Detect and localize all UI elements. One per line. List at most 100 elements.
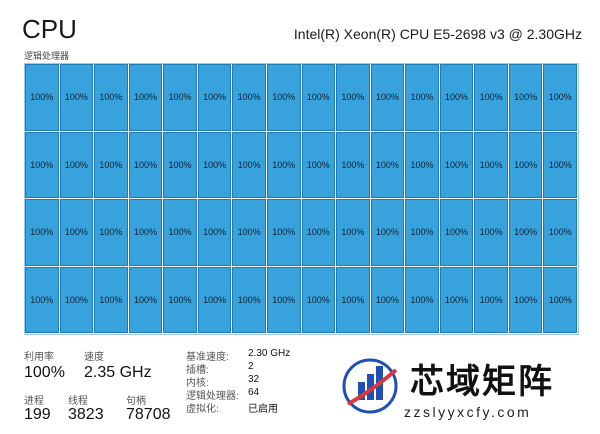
processor-cell: 100% [232, 131, 266, 198]
processor-cell: 100% [336, 131, 370, 198]
processor-cell: 100% [508, 131, 543, 198]
processes-label: 进程 [24, 396, 44, 407]
processor-cell-value: 100% [203, 159, 227, 170]
processor-cell: 100% [59, 131, 94, 198]
processor-cell: 100% [508, 199, 543, 266]
processor-cell-value: 100% [237, 227, 261, 238]
processor-cell: 100% [25, 131, 59, 198]
logical-processor-grid: 100% 100% 100% 100% 100% 100% 100% 100% 100% 100%… [24, 63, 579, 335]
processor-cell: 100% [543, 266, 577, 333]
processor-cell: 100% [128, 266, 163, 333]
processor-cell: 100% [474, 131, 508, 198]
details-value: 64 [248, 387, 260, 398]
processor-cell-value: 100% [168, 227, 192, 238]
details-key: 插槽: [186, 365, 209, 376]
threads-value: 3823 [68, 406, 104, 423]
processor-cell: 100% [163, 131, 197, 198]
processor-cell: 100% [543, 131, 577, 198]
processor-cell-value: 100% [203, 294, 227, 305]
processor-cell-value: 100% [99, 159, 123, 170]
processor-cell-value: 100% [133, 294, 157, 305]
processor-cell-value: 100% [30, 227, 54, 238]
processor-cell-value: 100% [341, 227, 365, 238]
processor-cell: 100% [232, 266, 266, 333]
processor-cell: 100% [197, 64, 232, 131]
processor-cell: 100% [94, 64, 128, 131]
details-key: 虚拟化: [186, 404, 219, 415]
processor-cell-value: 100% [306, 92, 330, 103]
watermark: 芯域矩阵 zzslyyxcfy.com [340, 352, 580, 428]
processor-cell-value: 100% [30, 294, 54, 305]
processor-cell: 100% [370, 131, 405, 198]
processor-cell-value: 100% [306, 227, 330, 238]
utilization-value: 100% [24, 364, 65, 381]
processor-cell: 100% [508, 64, 543, 131]
details-value: 2.30 GHz [248, 348, 291, 359]
processor-cell-value: 100% [133, 227, 157, 238]
processor-cell-value: 100% [237, 92, 261, 103]
handles-value: 78708 [126, 406, 171, 423]
processor-cell-value: 100% [64, 159, 88, 170]
processor-cell-value: 100% [410, 159, 434, 170]
processor-cell-value: 100% [237, 294, 261, 305]
processor-cell: 100% [266, 64, 301, 131]
processor-cell-value: 100% [479, 159, 503, 170]
processor-cell: 100% [25, 64, 59, 131]
processor-cell-value: 100% [168, 294, 192, 305]
processor-cell-value: 100% [64, 227, 88, 238]
processor-cell-value: 100% [548, 294, 572, 305]
processor-cell-value: 100% [133, 92, 157, 103]
processor-cell: 100% [94, 199, 128, 266]
processor-cell: 100% [543, 199, 577, 266]
processor-cell-value: 100% [410, 92, 434, 103]
processor-cell: 100% [405, 266, 439, 333]
processor-cell: 100% [232, 199, 266, 266]
processor-cell: 100% [301, 131, 336, 198]
processor-cell: 100% [439, 64, 474, 131]
watermark-logo-icon [342, 358, 398, 414]
handles-label: 句柄 [126, 396, 146, 407]
processor-cell-value: 100% [341, 92, 365, 103]
processor-cell: 100% [197, 131, 232, 198]
processor-cell: 100% [128, 131, 163, 198]
processor-cell-value: 100% [445, 294, 469, 305]
processor-cell-value: 100% [30, 92, 54, 103]
processor-cell-value: 100% [375, 227, 399, 238]
processor-cell: 100% [128, 64, 163, 131]
processor-cell: 100% [25, 266, 59, 333]
processor-cell-value: 100% [514, 227, 538, 238]
details-key: 内核: [186, 378, 209, 389]
processor-cell-value: 100% [272, 227, 296, 238]
processor-cell-value: 100% [548, 227, 572, 238]
processor-cell: 100% [370, 64, 405, 131]
page-title: CPU [22, 14, 77, 44]
processor-cell: 100% [405, 131, 439, 198]
processor-cell-value: 100% [99, 227, 123, 238]
processor-cell-value: 100% [375, 159, 399, 170]
watermark-url: zzslyyxcfy.com [404, 404, 532, 420]
watermark-text: 芯域矩阵 [410, 363, 554, 401]
processor-cell: 100% [266, 199, 301, 266]
processor-cell-value: 100% [30, 159, 54, 170]
processor-cell: 100% [474, 199, 508, 266]
processor-cell: 100% [59, 64, 94, 131]
processor-cell: 100% [197, 199, 232, 266]
processor-cell: 100% [197, 266, 232, 333]
speed-value: 2.35 GHz [84, 364, 152, 381]
processor-cell-value: 100% [306, 159, 330, 170]
processor-cell: 100% [336, 266, 370, 333]
processor-cell-value: 100% [479, 92, 503, 103]
processor-cell: 100% [405, 199, 439, 266]
processor-cell: 100% [474, 64, 508, 131]
processor-cell-value: 100% [203, 227, 227, 238]
processor-cell-value: 100% [237, 159, 261, 170]
processor-cell-value: 100% [375, 294, 399, 305]
details-key: 逻辑处理器: [186, 391, 239, 402]
processor-cell: 100% [59, 266, 94, 333]
processor-cell: 100% [439, 131, 474, 198]
processor-cell-value: 100% [410, 227, 434, 238]
processor-cell: 100% [301, 199, 336, 266]
processor-cell-value: 100% [514, 159, 538, 170]
processor-cell-value: 100% [272, 92, 296, 103]
processor-cell-value: 100% [548, 159, 572, 170]
